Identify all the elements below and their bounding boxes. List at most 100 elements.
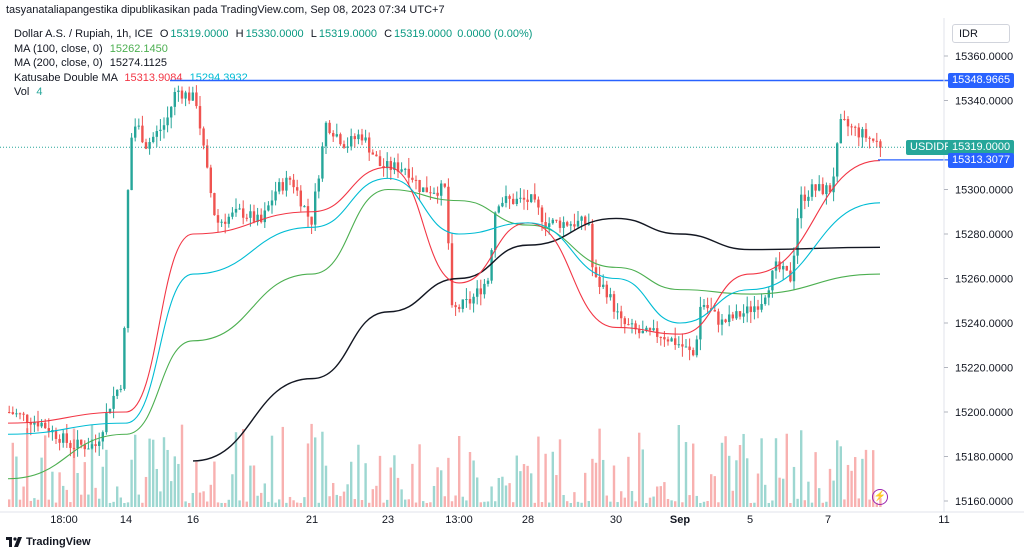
volume-bar — [33, 498, 36, 507]
volume-bar — [695, 495, 698, 507]
volume-bar — [256, 495, 259, 507]
candle-body — [627, 324, 630, 326]
volume-bar — [587, 501, 590, 507]
candle-body — [314, 191, 317, 225]
x-tick-label: 28 — [522, 514, 534, 526]
candle-body — [501, 202, 504, 207]
candle-body — [378, 156, 382, 167]
candle-body — [134, 126, 137, 138]
candle-body — [202, 128, 205, 146]
volume-bar — [249, 465, 252, 507]
volume-bar — [616, 502, 619, 507]
candlesticks — [8, 85, 882, 458]
candle-body — [321, 146, 324, 179]
volume-bar — [386, 499, 389, 507]
candle-body — [371, 152, 374, 155]
volume-bar — [519, 471, 522, 507]
volume-bar — [566, 501, 569, 507]
candle-body — [800, 194, 803, 219]
candle-body — [278, 182, 281, 192]
candle-body — [105, 412, 108, 433]
candle-body — [785, 266, 788, 271]
volume-bar — [299, 502, 302, 507]
lightning-icon[interactable]: ⚡ — [872, 489, 888, 505]
y-tick-label: 15240.0000 — [955, 318, 1013, 330]
candle-body — [454, 305, 457, 308]
volume-bar — [746, 458, 749, 507]
legend-ma200-row[interactable]: MA (200, close, 0) 15274.1125 — [14, 56, 532, 71]
volume-bar — [116, 486, 119, 507]
candle-body — [242, 208, 245, 218]
legend-vol-row[interactable]: Vol 4 — [14, 85, 532, 100]
hline-price-tag: 15348.9665 — [948, 73, 1015, 88]
candle-body — [328, 122, 331, 134]
volume-bar — [836, 440, 839, 507]
series-line-ma200 — [192, 217, 881, 462]
candle-body — [252, 211, 256, 222]
ohlc-values: O 15319.0000 H 15330.0000 L 15319.0000 C 153… — [156, 28, 533, 40]
candle-body — [8, 412, 11, 413]
volume-bar — [854, 457, 857, 507]
candle-body — [447, 186, 450, 244]
volume-bars — [8, 423, 882, 507]
candle-body — [256, 214, 259, 222]
x-tick-label: 11 — [938, 514, 949, 526]
footer-brand[interactable]: TradingView — [6, 536, 91, 548]
candle-body — [126, 190, 130, 329]
candle-body — [483, 283, 486, 295]
volume-bar — [756, 473, 760, 507]
volume-bar — [58, 472, 61, 507]
candle-body — [90, 444, 94, 449]
currency-selector[interactable]: IDR — [952, 24, 1010, 43]
volume-bar — [170, 481, 173, 507]
volume-bar — [720, 442, 724, 507]
volume-bar — [638, 432, 641, 507]
candle-body — [353, 136, 356, 140]
ohlc-open-key: O — [159, 28, 169, 40]
volume-bar — [497, 477, 500, 507]
y-tick-label: 15180.0000 — [955, 452, 1013, 464]
x-tick-label: 16 — [187, 514, 199, 526]
candle-body — [87, 448, 90, 450]
candle-body — [674, 338, 677, 345]
legend-ma100-row[interactable]: MA (100, close, 0) 15262.1450 — [14, 42, 532, 57]
volume-bar — [760, 438, 763, 507]
volume-bar — [393, 455, 396, 507]
candle-body — [400, 169, 403, 172]
volume-bar — [731, 490, 734, 507]
candle-body — [861, 129, 864, 138]
volume-bar — [400, 489, 403, 507]
candle-body — [825, 185, 828, 195]
candle-body — [684, 346, 688, 348]
volume-bar — [807, 481, 810, 507]
candle-body — [843, 118, 846, 120]
volume-bar — [364, 463, 367, 507]
candle-body — [638, 329, 641, 334]
series-line-dma-slow — [7, 177, 881, 435]
candle-body — [764, 297, 767, 305]
candle-body — [339, 134, 342, 145]
volume-bar — [717, 502, 720, 507]
candle-body — [209, 167, 212, 194]
volume-bar — [339, 496, 342, 507]
volume-bar — [814, 452, 817, 507]
volume-bar — [108, 502, 112, 507]
volume-bar — [512, 502, 515, 507]
series-line-dma-fast — [7, 160, 881, 424]
candle-body — [810, 184, 814, 197]
candle-body — [605, 284, 608, 298]
candle-body — [191, 92, 194, 101]
volume-bar — [206, 501, 209, 507]
volume-bar — [126, 502, 130, 507]
candle-body — [310, 216, 313, 225]
volume-bar — [778, 477, 781, 507]
volume-bar — [555, 475, 558, 507]
candle-body — [609, 294, 612, 298]
candle-body — [270, 200, 274, 206]
volume-bar — [785, 433, 788, 507]
vol-value: 4 — [36, 86, 43, 98]
x-tick-label: 21 — [306, 514, 318, 526]
candle-body — [875, 140, 878, 142]
volume-bar — [782, 478, 785, 507]
